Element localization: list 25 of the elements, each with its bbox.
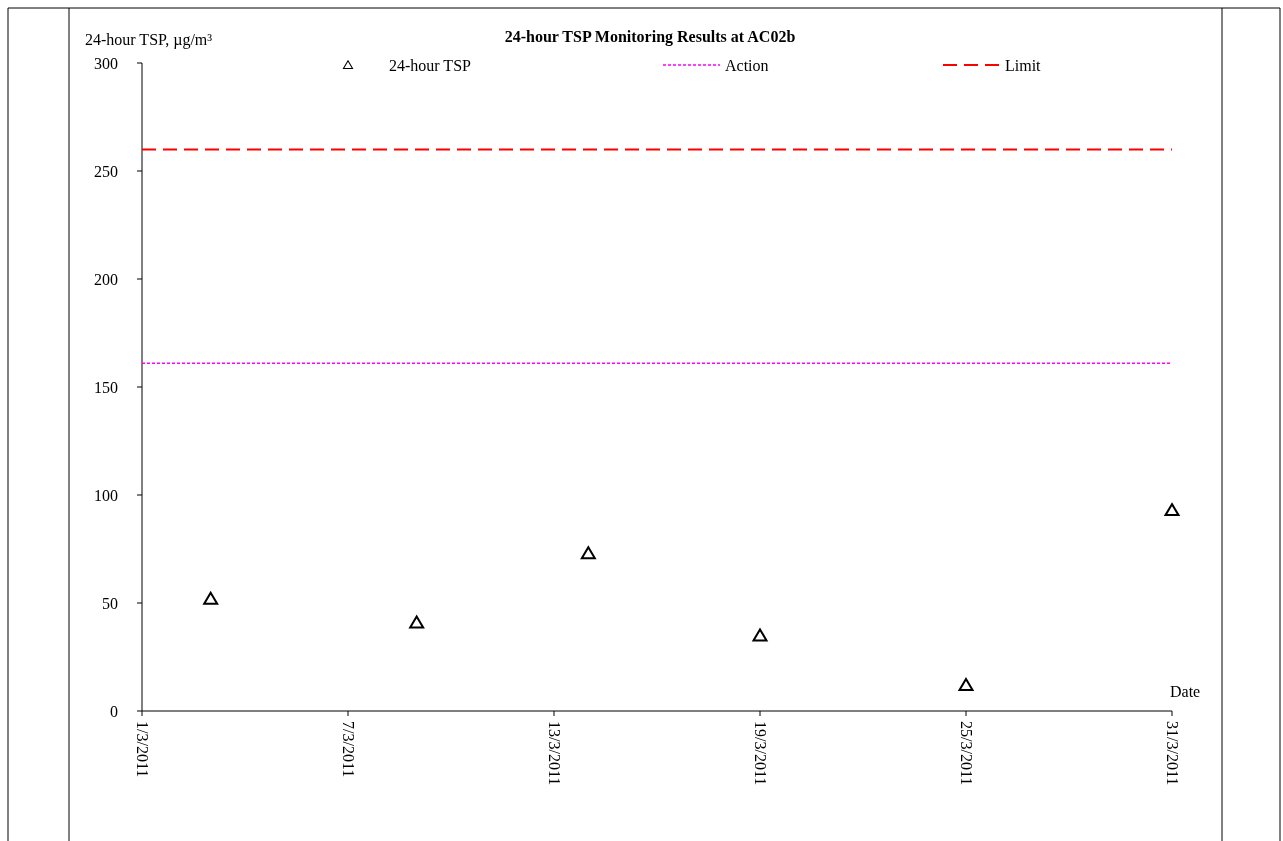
- x-tick-label: 13/3/2011: [545, 721, 563, 786]
- legend-label: 24-hour TSP: [389, 57, 472, 74]
- y-tick-label: 0: [110, 703, 118, 720]
- y-tick-label: 50: [102, 595, 118, 612]
- y-tick-label: 150: [94, 379, 118, 396]
- x-axis-title: Date: [1170, 683, 1201, 700]
- x-tick-label: 31/3/2011: [1163, 721, 1181, 786]
- x-tick-label: 25/3/2011: [957, 721, 975, 786]
- x-tick-label: 1/3/2011: [133, 721, 151, 778]
- point: [409, 615, 425, 629]
- legend-label: Action: [725, 57, 769, 74]
- legend-label: Limit: [1005, 57, 1042, 74]
- y-tick-label: 300: [94, 55, 118, 72]
- point: [958, 678, 974, 692]
- point: [580, 546, 596, 560]
- point: [203, 591, 219, 605]
- y-axis-title: 24-hour TSP, µg/m³: [85, 31, 213, 49]
- x-tick-label: 19/3/2011: [751, 721, 769, 786]
- y-tick-label: 200: [94, 271, 118, 288]
- point: [1164, 503, 1180, 517]
- point: [752, 628, 768, 642]
- x-tick-label: 7/3/2011: [339, 721, 357, 778]
- chart-title: 24-hour TSP Monitoring Results at AC02b: [504, 28, 796, 46]
- y-tick-label: 250: [94, 163, 118, 180]
- y-tick-label: 100: [94, 487, 118, 504]
